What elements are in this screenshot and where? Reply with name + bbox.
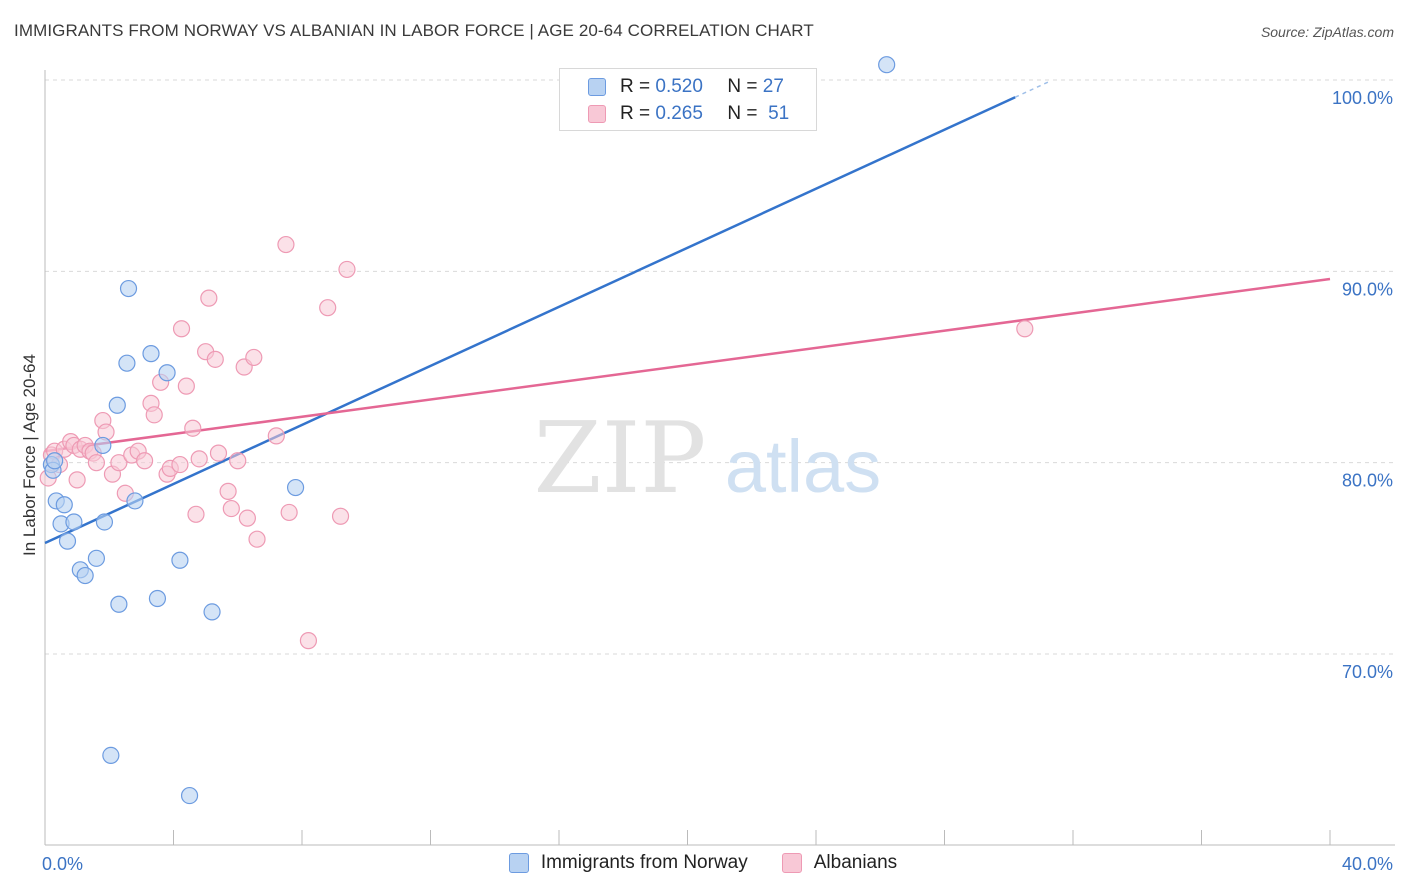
y-tick-label: 70.0%	[1342, 662, 1393, 682]
r-label: R =	[620, 103, 651, 124]
norway-point	[65, 513, 83, 531]
axes	[44, 70, 1395, 846]
norway-point	[126, 492, 144, 510]
norway-point	[110, 595, 128, 613]
albanian-point	[172, 320, 191, 338]
chart-title: IMMIGRANTS FROM NORWAY VS ALBANIAN IN LA…	[14, 21, 814, 40]
albanian-point	[87, 454, 106, 472]
albanian-point	[68, 471, 86, 489]
albanian-swatch	[781, 853, 802, 873]
albanian-point	[206, 350, 224, 368]
albanian-point	[331, 507, 350, 525]
norway-point	[878, 56, 896, 74]
y-tick-label: 80.0%	[1342, 471, 1393, 491]
norway-point	[94, 436, 112, 455]
norway-point	[158, 364, 176, 382]
albanian-point	[299, 632, 318, 650]
norway-point	[118, 354, 136, 372]
albanian-point	[190, 450, 208, 468]
albanian-point	[145, 406, 163, 424]
albanian-point	[219, 482, 237, 500]
watermark-atlas: atlas	[725, 425, 881, 508]
albanian-point	[319, 299, 337, 317]
norway-point	[180, 786, 199, 805]
norway-point	[55, 496, 73, 514]
albanian-points	[39, 235, 1034, 650]
albanian-point	[171, 455, 189, 474]
albanian-point	[238, 509, 256, 527]
albanian-point	[229, 452, 247, 470]
y-tick-label: 100.0%	[1332, 88, 1393, 108]
r-label: R =	[620, 76, 651, 97]
legend-row-norway: R = 0.520 N = 27	[560, 74, 784, 100]
norway-point	[286, 478, 305, 497]
norway-point	[95, 513, 114, 531]
albanian-point	[209, 444, 228, 462]
albanian-point	[248, 530, 266, 548]
n-value: 51	[768, 103, 790, 124]
norway-point	[171, 551, 189, 569]
n-value: 27	[762, 76, 784, 97]
n-label: N =	[727, 76, 758, 97]
norway-point	[142, 345, 160, 363]
albanian-point	[1016, 320, 1034, 338]
r-value: 0.520	[655, 76, 703, 97]
albanian-point	[187, 505, 205, 523]
watermark: ZIP atlas	[534, 402, 882, 516]
norway-trend-extension	[1014, 80, 1051, 98]
tick-labels: 70.0% 80.0% 90.0% 100.0% 0.0% 40.0%	[42, 88, 1393, 874]
series-legend: Immigrants from Norway Albanians	[0, 852, 1406, 874]
x-tick-label: 0.0%	[42, 854, 83, 874]
x-tick-label: 40.0%	[1342, 854, 1393, 874]
norway-point	[108, 396, 126, 414]
norway-point	[58, 532, 77, 550]
albanian-trend-line	[44, 277, 1331, 453]
y-axis-label: In Labor Force | Age 20-64	[20, 354, 39, 556]
albanian-point	[338, 260, 356, 279]
albanian-point	[267, 427, 285, 445]
legend-row-albanian: R = 0.265 N = 51	[560, 101, 789, 127]
norway-trend-line	[44, 96, 1016, 545]
albanian-swatch	[588, 105, 606, 123]
legend-label-norway: Immigrants from Norway	[540, 852, 748, 873]
norway-points	[42, 56, 896, 805]
watermark-zip: ZIP	[534, 402, 707, 516]
trend-lines	[44, 80, 1331, 545]
legend-item-norway: Immigrants from Norway	[508, 852, 748, 874]
y-tick-label: 90.0%	[1342, 279, 1393, 299]
legend-item-albanian: Albanians	[781, 852, 898, 874]
albanian-point	[222, 499, 240, 518]
albanian-point	[277, 235, 295, 254]
norway-point	[102, 746, 120, 765]
albanian-point	[135, 452, 154, 470]
norway-swatch	[508, 853, 529, 873]
correlation-legend: R = 0.520 N = 27 R = 0.265 N = 51	[559, 68, 817, 131]
albanian-point	[177, 377, 195, 395]
source-credit: Source: ZipAtlas.com	[1260, 24, 1394, 40]
norway-point	[203, 603, 221, 621]
albanian-point	[245, 348, 263, 367]
albanian-point	[280, 503, 298, 522]
albanian-point	[110, 454, 128, 472]
n-label: N =	[727, 103, 758, 124]
norway-point	[76, 566, 94, 585]
norway-swatch	[588, 78, 606, 96]
norway-point	[46, 452, 64, 470]
norway-point	[148, 589, 167, 608]
norway-point	[119, 279, 138, 298]
albanian-point	[200, 289, 218, 307]
r-value: 0.265	[655, 103, 703, 124]
norway-point	[87, 549, 106, 567]
legend-label-albanian: Albanians	[813, 852, 898, 873]
albanian-point	[184, 419, 202, 437]
